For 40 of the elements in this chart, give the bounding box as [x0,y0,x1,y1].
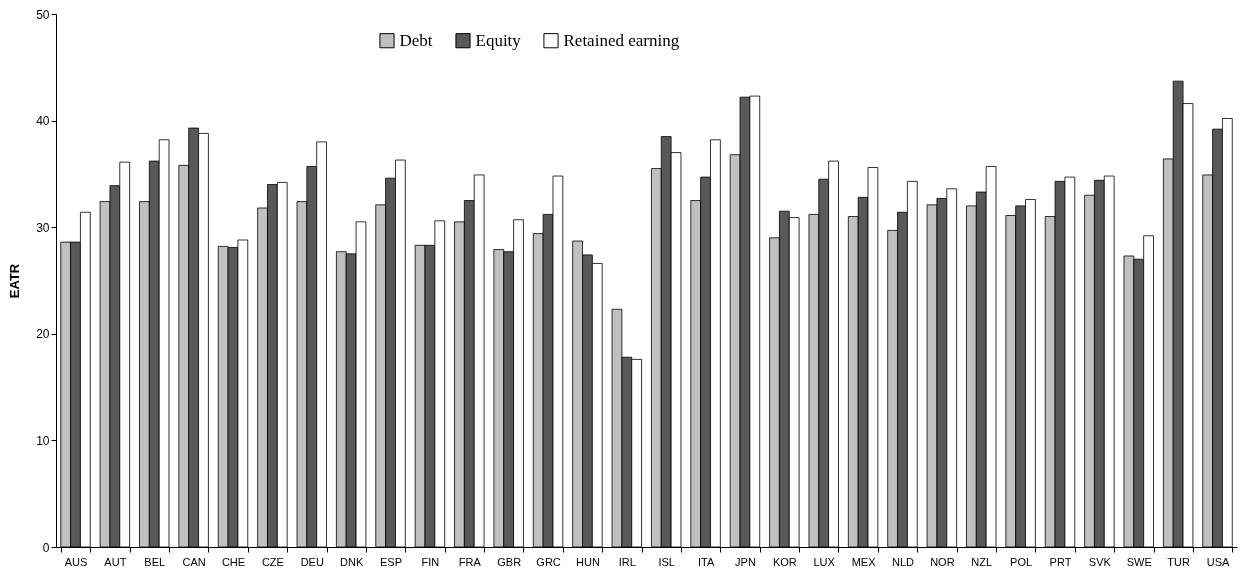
x-tick-label: AUS [64,555,88,568]
x-tick-label: DNK [340,555,364,568]
x-tick-label: BEL [144,555,166,568]
y-tick-label: 40 [36,114,50,129]
x-tick-label: TUR [1167,555,1190,568]
y-tick-label: 10 [36,433,50,448]
x-tick-label: NLD [891,555,915,568]
y-axis-title: EATR [7,263,23,299]
x-tick-label: LUX [813,555,836,568]
x-tick-label: CAN [182,555,206,568]
legend-label: Equity [475,30,522,50]
x-tick-label: NZL [971,555,993,568]
x-tick-label: GRC [536,555,561,568]
x-tick-label: SVK [1088,555,1112,568]
x-tick-label: CZE [261,555,284,568]
x-tick-label: PRT [1049,555,1072,568]
x-tick-label: IRL [618,555,636,568]
x-tick-label: MEX [851,555,877,568]
x-tick-label: FRA [458,555,482,568]
x-tick-label: CHE [221,555,246,568]
x-tick-label: ISL [658,555,675,568]
legend-label: Retained earning [563,30,680,50]
y-tick-label: 0 [42,540,50,555]
x-tick-label: FIN [421,555,440,568]
y-tick-label: 30 [36,220,50,235]
legend-label: Debt [399,30,433,50]
x-tick-label: POL [1010,555,1033,568]
x-tick-label: USA [1206,555,1230,568]
x-tick-label: HUN [576,555,600,568]
x-tick-label: KOR [772,555,797,568]
x-tick-label: AUT [104,555,127,568]
x-tick-label: SWE [1126,555,1152,568]
x-tick-label: ESP [380,555,403,568]
x-tick-label: JPN [735,555,756,568]
x-tick-label: DEU [300,555,324,568]
x-tick-label: NOR [930,555,955,568]
x-tick-label: ITA [697,555,715,568]
y-tick-label: 20 [36,327,50,342]
x-tick-label: GBR [497,555,522,568]
y-tick-label: 50 [36,7,50,22]
